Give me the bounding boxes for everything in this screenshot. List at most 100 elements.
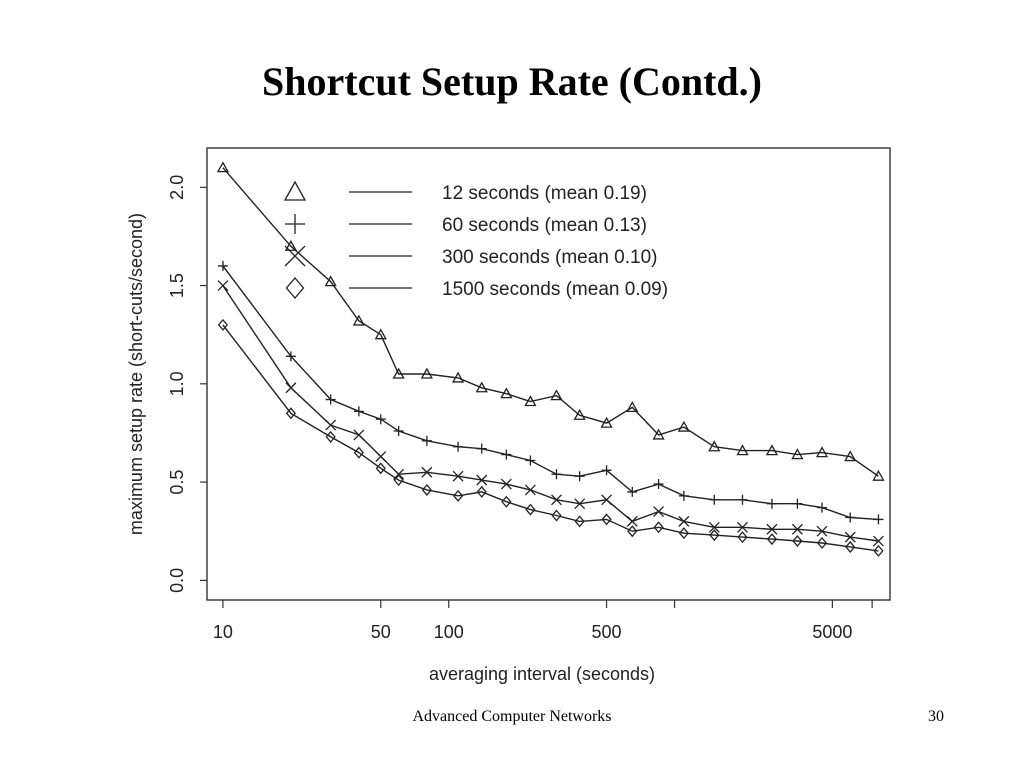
- data-point-cross: [524, 484, 536, 496]
- y-axis-label: maximum setup rate (short-cuts/second): [126, 213, 146, 535]
- legend-label: 1500 seconds (mean 0.09): [442, 279, 668, 300]
- data-point-triangle: [652, 428, 665, 440]
- data-point-triangle: [791, 448, 804, 460]
- data-point-diamond: [601, 513, 612, 526]
- x-tick-label: 5000: [812, 622, 852, 642]
- data-point-plus: [845, 512, 856, 523]
- data-point-cross: [375, 451, 387, 462]
- data-point-diamond: [873, 544, 884, 557]
- data-point-cross: [653, 506, 665, 518]
- data-point-diamond: [421, 483, 432, 496]
- plot-frame: [206, 147, 891, 601]
- data-point-plus: [766, 498, 777, 509]
- data-point-cross: [844, 531, 856, 543]
- data-point-diamond: [551, 509, 562, 522]
- x-tick-label: 50: [371, 622, 391, 642]
- legend-symbol-diamond: [285, 276, 305, 300]
- data-point-cross: [476, 474, 488, 486]
- data-point-triangle: [765, 444, 779, 456]
- data-point-plus: [601, 465, 612, 476]
- data-point-diamond: [525, 503, 536, 516]
- y-tick-label: 0.0: [167, 568, 187, 593]
- data-point-triangle: [550, 389, 563, 401]
- data-point-plus: [525, 455, 536, 466]
- data-point-diamond: [766, 533, 778, 546]
- y-axis: 0.0 0.5 1.0 1.5 2.0: [167, 175, 207, 593]
- data-point-plus: [476, 443, 487, 454]
- series-line-diamond: [222, 324, 879, 552]
- data-point-cross: [791, 523, 803, 535]
- data-point-triangle: [392, 367, 405, 379]
- data-point-plus: [453, 441, 464, 452]
- data-point-triangle: [216, 161, 230, 173]
- data-point-plus: [709, 494, 720, 505]
- legend-label: 60 seconds (mean 0.13): [442, 215, 647, 236]
- data-point-cross: [708, 521, 720, 533]
- data-point-cross: [285, 382, 297, 394]
- x-tick-label: 500: [592, 622, 622, 642]
- data-point-diamond: [375, 462, 386, 475]
- data-point-triangle: [524, 395, 537, 407]
- data-point-diamond: [816, 537, 828, 550]
- data-point-triangle: [736, 444, 749, 456]
- data-point-triangle: [708, 440, 721, 452]
- legend: 12 seconds (mean 0.19) 60 seconds (mean 0…: [283, 180, 668, 300]
- data-point-cross: [500, 478, 512, 490]
- data-point-triangle: [374, 328, 387, 340]
- data-point-cross: [353, 429, 365, 441]
- legend-label: 300 seconds (mean 0.10): [442, 247, 657, 268]
- data-point-cross: [872, 535, 884, 547]
- data-point-plus: [873, 514, 884, 525]
- data-point-plus: [501, 449, 512, 460]
- data-point-cross: [766, 523, 778, 535]
- data-point-cross: [325, 419, 337, 431]
- data-point-triangle: [451, 371, 465, 383]
- data-point-diamond: [845, 540, 856, 553]
- chart-figure: 0.0 0.5 1.0 1.5 2.0 10 50 100 500 5000 12 second…: [112, 140, 912, 700]
- data-point-triangle: [284, 239, 298, 251]
- data-point-plus: [325, 394, 336, 405]
- line-chart: 0.0 0.5 1.0 1.5 2.0 10 50 100 500 5000 12 second…: [126, 147, 891, 684]
- data-point-plus: [353, 406, 364, 417]
- data-point-plus: [792, 498, 803, 509]
- data-point-plus: [421, 435, 432, 446]
- data-point-triangle: [324, 275, 337, 287]
- data-point-diamond: [678, 527, 689, 540]
- legend-symbol-triangle: [283, 180, 307, 201]
- footer-title: Advanced Computer Networks: [412, 708, 612, 725]
- data-point-cross: [421, 466, 433, 478]
- data-point-cross: [217, 280, 229, 292]
- data-point-triangle: [815, 446, 829, 458]
- data-point-cross: [551, 494, 562, 506]
- data-point-triangle: [600, 416, 613, 428]
- slide-title: Shortcut Setup Rate (Contd.): [262, 59, 762, 104]
- data-point-plus: [817, 502, 828, 513]
- data-point-plus: [653, 479, 664, 490]
- data-point-diamond: [285, 407, 297, 420]
- data-point-triangle: [872, 469, 885, 481]
- data-point-cross: [452, 470, 464, 482]
- data-point-diamond: [627, 525, 638, 538]
- y-tick-label: 1.5: [167, 273, 187, 298]
- data-point-plus: [737, 494, 748, 505]
- data-point-plus: [678, 490, 689, 501]
- data-point-plus: [285, 351, 296, 362]
- data-point-plus: [217, 260, 228, 271]
- data-point-plus: [375, 414, 386, 425]
- data-point-triangle: [844, 450, 857, 462]
- data-point-triangle: [626, 401, 639, 413]
- series-line-cross: [222, 285, 879, 542]
- x-tick-label: 10: [213, 622, 233, 642]
- data-point-triangle: [352, 314, 365, 326]
- data-point-diamond: [709, 529, 720, 542]
- legend-symbol-plus: [285, 214, 305, 234]
- x-axis-label: averaging interval (seconds): [429, 664, 655, 684]
- data-point-triangle: [677, 420, 690, 432]
- data-point-diamond: [476, 485, 487, 498]
- data-point-diamond: [653, 521, 664, 534]
- y-tick-label: 2.0: [167, 175, 187, 200]
- data-point-triangle: [475, 381, 488, 393]
- x-axis: 10 50 100 500 5000: [213, 600, 873, 642]
- data-point-diamond: [217, 318, 229, 331]
- data-point-diamond: [574, 515, 585, 528]
